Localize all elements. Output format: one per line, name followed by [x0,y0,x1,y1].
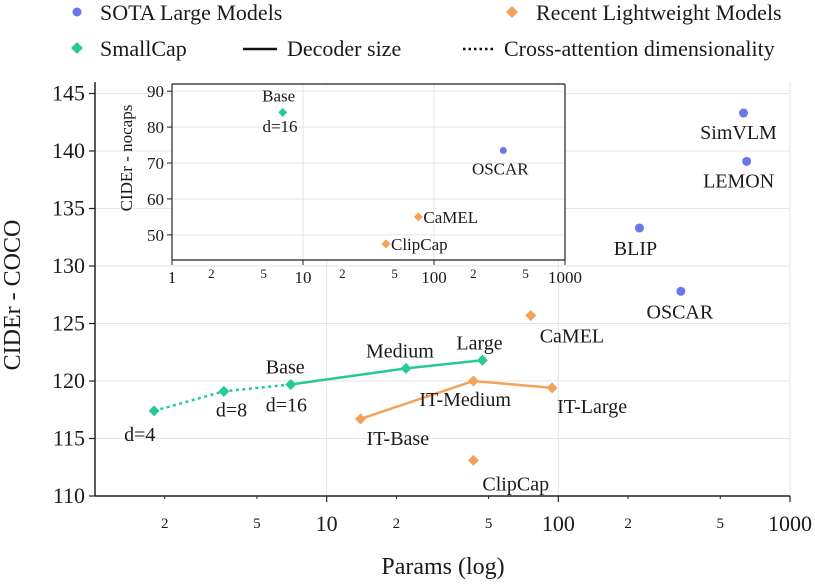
inset-ticks: 50 60 70 80 90 1 10 100 1000 2 5 2 5 2 5 [147,82,582,287]
inset-x-tick-label: 1000 [548,268,582,287]
point-label: OSCAR [647,301,714,323]
inset-sota-point [499,146,507,154]
smallcap-point [148,405,160,417]
inset-y-tick-label: 60 [147,190,164,209]
inset-y-tick-label: 50 [147,226,164,245]
smallcap-point [476,354,488,366]
main-y-tick-label: 125 [52,311,85,336]
main-y-tick-label: 120 [52,368,85,393]
main-x-minor-tick-label: 2 [393,516,401,532]
inset-lightweight-point [381,239,391,249]
main-y-tick-label: 110 [53,483,85,508]
inset-x-minor-tick-label: 5 [391,266,398,281]
main-points [148,108,752,466]
main-x-tick-label: 1000 [768,511,812,536]
main-x-minor-tick-label: 5 [485,516,493,532]
inset-point-label: ClipCap [391,235,448,254]
sota-point [634,223,644,233]
inset-y-tick-label: 70 [147,154,164,173]
legend-smallcap-label: SmallCap [100,36,187,61]
lightweight-point [355,413,367,425]
inset-y-tick-label: 90 [147,82,164,101]
point-label: LEMON [703,170,774,192]
legend-sota-marker [72,7,82,17]
legend-sota-label: SOTA Large Models [100,0,282,25]
main-y-tick-label: 115 [53,426,85,451]
main-y-axis-title: CIDEr - COCO [0,220,26,371]
point-label: Base [266,356,305,378]
inset-y-axis-title: CIDEr - nocaps [117,105,136,212]
point-label: Large [456,332,502,354]
inset-x-minor-tick-label: 5 [260,266,267,281]
point-label: d=4 [124,424,155,446]
main-y-tick-label: 130 [52,253,85,278]
main-x-minor-tick-label: 2 [624,516,632,532]
point-label: d=16 [266,394,307,416]
inset-point-label: CaMEL [423,208,478,227]
point-label: IT-Base [367,428,430,450]
inset-grid [171,84,566,260]
inset-y-tick-label: 80 [147,118,164,137]
point-label: IT-Medium [419,389,511,411]
inset-smallcap-point [278,107,288,117]
inset-point-label: Base [262,86,295,105]
smallcap-point [285,378,297,390]
inset-labels: OSCAR CaMEL ClipCap Base [262,86,529,253]
legend-decoder-label: Decoder size [287,36,401,61]
main-x-minor-tick-label: 5 [253,516,261,532]
legend: SOTA Large Models Recent Lightweight Mod… [71,0,782,61]
lightweight-point [525,309,537,321]
point-label: Medium [366,340,434,362]
inset-x-minor-tick-label: 2 [339,266,346,281]
main-y-tick-label: 145 [52,81,85,106]
point-label: CaMEL [540,325,604,347]
point-label: IT-Large [557,396,627,418]
main-y-tick-label: 135 [52,196,85,221]
inset-x-minor-tick-label: 2 [470,266,477,281]
legend-smallcap-marker [71,42,83,54]
main-x-tick-label: 10 [316,511,338,536]
inset-lightweight-point [413,212,423,222]
lightweight-point [546,382,558,394]
point-label: ClipCap [482,473,549,495]
main-x-axis-title: Params (log) [381,554,504,580]
main-x-minor-tick-label: 2 [161,516,169,532]
main-labels: SimVLM LEMON BLIP OSCAR CaMEL ClipCap IT-Base I… [124,122,777,495]
lightweight-point [467,454,479,466]
inset-axes [171,83,566,261]
smallcap-point [218,385,230,397]
inset-x-minor-tick-label: 5 [522,266,529,281]
sota-point [739,108,749,118]
point-label: BLIP [614,238,657,260]
legend-recent-marker [506,6,518,18]
inset-background [172,84,565,260]
main-x-minor-tick-label: 5 [717,516,725,532]
point-label: d=8 [216,399,247,421]
inset-x-tick-label: 1 [168,268,177,287]
legend-crossattn-label: Cross-attention dimensionality [504,36,775,61]
main-y-tick-label: 140 [52,138,85,163]
lightweight-point [467,375,479,387]
smallcap-point [400,362,412,374]
inset-x-tick-label: 100 [421,268,447,287]
inset-points [278,107,507,249]
inset-x-tick-label: 10 [295,268,312,287]
point-label: SimVLM [700,122,777,144]
main-x-tick-label: 100 [542,511,575,536]
legend-recent-label: Recent Lightweight Models [536,0,782,25]
sota-point [676,286,686,296]
inset-annotation-d16: d=16 [262,117,297,136]
inset-x-minor-tick-label: 2 [208,266,215,281]
sota-point [742,156,752,166]
inset-point-label: OSCAR [472,159,529,178]
